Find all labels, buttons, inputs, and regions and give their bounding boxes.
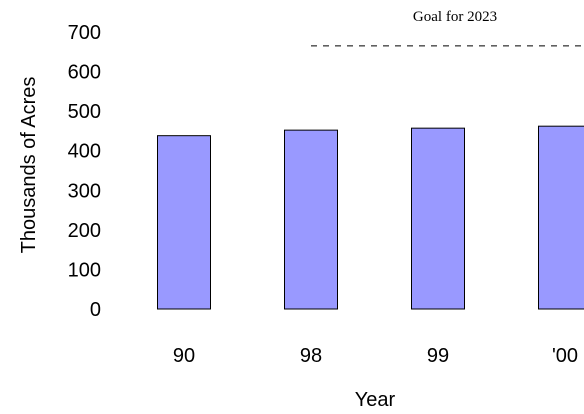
x-tick-label: 90 — [173, 345, 195, 367]
y-tick-label: 0 — [90, 299, 101, 321]
bar — [284, 129, 338, 310]
y-tick-label: 100 — [68, 259, 101, 281]
y-tick-label: 400 — [68, 141, 101, 163]
y-axis-ticks: 0 100 200 300 400 500 600 700 — [68, 22, 101, 321]
y-tick-label: 500 — [68, 101, 101, 123]
goal-reference: Goal for 2023 — [311, 9, 584, 47]
bar — [411, 127, 465, 310]
y-tick-label: 600 — [68, 62, 101, 84]
x-tick-label: 99 — [427, 345, 449, 367]
bars — [157, 125, 584, 310]
bar — [538, 125, 584, 310]
x-tick-label: '00 — [552, 345, 578, 367]
y-tick-label: 700 — [68, 22, 101, 44]
x-axis-title: Year — [355, 389, 396, 411]
x-axis-ticks: 90 98 99 '00 — [173, 345, 578, 367]
y-tick-label: 200 — [68, 220, 101, 242]
bar — [157, 135, 211, 310]
x-tick-label: 98 — [300, 345, 322, 367]
y-axis-title: Thousands of Acres — [18, 77, 40, 254]
y-tick-label: 300 — [68, 180, 101, 202]
goal-label: Goal for 2023 — [413, 9, 497, 25]
